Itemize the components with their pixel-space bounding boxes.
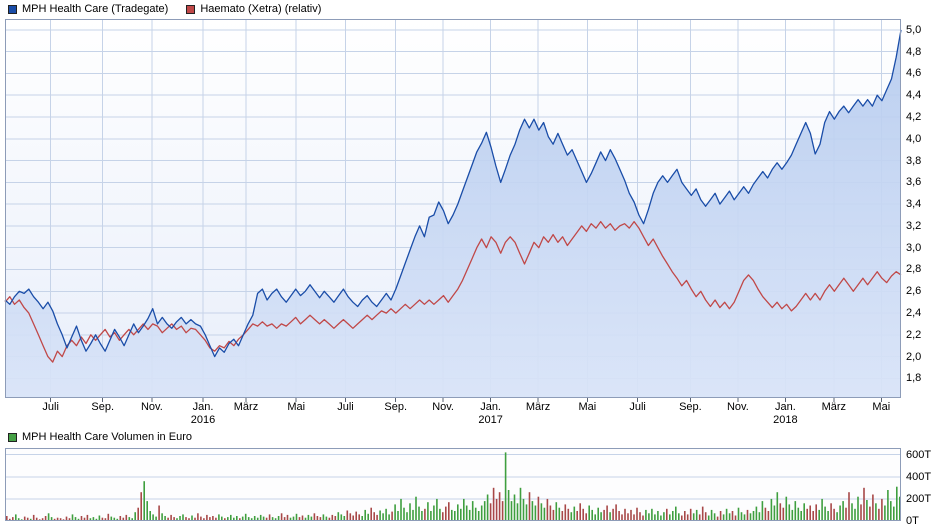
time-axis-month-label: Jan. <box>480 401 501 413</box>
time-axis-month-label: Nov. <box>432 401 454 413</box>
mph-price-swatch-icon <box>8 4 17 14</box>
volume-axis-tick-label: 200T <box>906 492 932 505</box>
time-axis-month-label: Juli <box>629 401 646 413</box>
price-axis-tick-label: 4,6 <box>906 67 922 80</box>
price-axis-tick-label: 3,4 <box>906 198 922 211</box>
mph-price-legend-label: MPH Health Care (Tradegate) <box>22 3 169 15</box>
time-axis-year-label: 2017 <box>478 414 503 426</box>
time-axis-month-label: Juli <box>42 401 59 413</box>
price-axis-tick-label: 2,6 <box>906 285 922 298</box>
legend-item-haemato: Haemato (Xetra) (relativ) <box>186 3 321 15</box>
price-axis-tick-label: 2,0 <box>906 350 922 363</box>
price-chart-legend: MPH Health Care (Tradegate) Haemato (Xet… <box>8 3 321 15</box>
time-axis-month-label: März <box>821 401 847 413</box>
time-axis-month-label: Sep. <box>384 401 408 413</box>
price-axis-tick-label: 4,2 <box>906 111 922 124</box>
haemato-legend-label: Haemato (Xetra) (relativ) <box>200 3 322 15</box>
price-axis-tick-label: 4,0 <box>906 132 922 145</box>
price-axis-tick-label: 3,8 <box>906 154 922 167</box>
price-axis-tick-label: 3,6 <box>906 176 922 189</box>
haemato-swatch-icon <box>186 4 196 14</box>
time-axis-month-label: Mai <box>578 401 597 413</box>
time-axis-month-label: März <box>525 401 551 413</box>
price-axis-tick-label: 5,0 <box>906 23 922 36</box>
price-axis-tick-label: 1,8 <box>906 372 922 385</box>
time-axis-month-label: Jan. <box>192 401 214 413</box>
volume-legend: MPH Health Care Volumen in Euro <box>8 431 192 443</box>
time-axis-year-label: 2018 <box>773 414 798 426</box>
volume-swatch-icon <box>8 432 17 442</box>
volume-chart-canvas <box>5 448 901 521</box>
time-axis-month-label: Mai <box>872 401 891 413</box>
time-axis-month-label: Nov. <box>140 401 163 413</box>
volume-axis-tick-label: 400T <box>906 470 932 483</box>
price-chart-canvas <box>4 19 902 402</box>
time-axis-month-label: Mai <box>287 401 306 413</box>
volume-axis-tick-label: 600T <box>906 448 932 461</box>
price-axis-tick-label: 2,2 <box>906 328 922 341</box>
time-axis-month-label: März <box>233 401 259 413</box>
time-axis-year-label: 2016 <box>190 414 216 426</box>
time-axis-month-label: Jan. <box>774 401 796 413</box>
legend-item-mph-price: MPH Health Care (Tradegate) <box>8 3 168 15</box>
volume-legend-label: MPH Health Care Volumen in Euro <box>22 431 192 443</box>
time-axis-month-label: Sep. <box>679 401 702 413</box>
price-axis-tick-label: 2,8 <box>906 263 922 276</box>
price-axis-tick-label: 3,2 <box>906 219 922 232</box>
price-y-axis: 5,0 4,8 4,6 4,4 4,2 4,0 3,8 3,6 3,4 3,2 3,0 2,8 2,6 2… <box>906 19 939 398</box>
price-axis-tick-label: 4,4 <box>906 89 922 102</box>
price-axis-tick-label: 4,8 <box>906 45 922 58</box>
legend-item-volume: MPH Health Care Volumen in Euro <box>8 431 192 443</box>
volume-y-axis: 600T 400T 200T 0T <box>906 448 939 526</box>
price-axis-tick-label: 2,4 <box>906 307 922 320</box>
price-x-axis: Juli Sep. Nov. Jan. 2016 März Mai Juli Sep. Nov. J… <box>5 401 901 427</box>
volume-axis-tick-label: 0T <box>906 515 919 526</box>
price-axis-tick-label: 3,0 <box>906 241 922 254</box>
time-axis-month-label: Juli <box>337 401 354 413</box>
time-axis-month-label: Nov. <box>726 401 749 413</box>
time-axis-month-label: Sep. <box>91 401 115 413</box>
